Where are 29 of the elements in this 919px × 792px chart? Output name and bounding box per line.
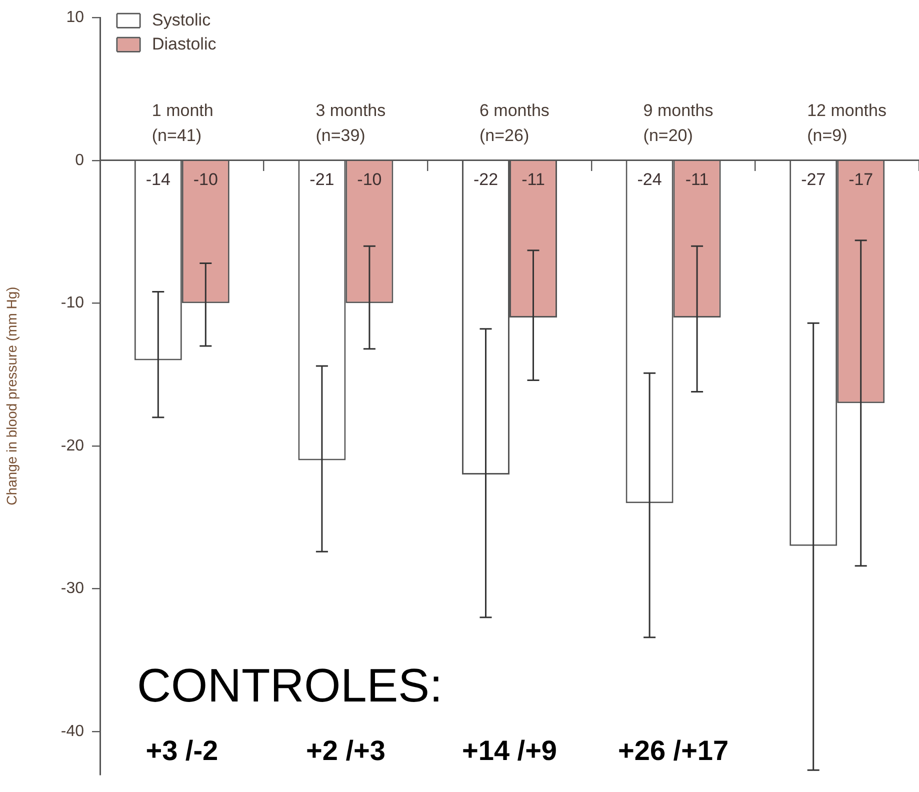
x-tick-label: 12 months (n=9) [807,101,886,146]
data-label: -11 [522,170,545,190]
data-label: -10 [193,170,218,190]
y-tick-label: 10 [66,9,84,26]
annotation: +26 /+17 [618,735,729,766]
data-label: -27 [801,170,826,190]
annotation: +2 /+3 [306,735,386,766]
y-axis-title: Change in blood pressure (mm Hg) [3,286,20,506]
y-tick-label: -40 [60,722,84,740]
legend-label: Diastolic [152,34,217,54]
legend-label: Systolic [152,10,212,30]
data-label: -21 [310,170,334,190]
x-tick-label: 9 months (n=20) [643,101,714,146]
y-tick-label: -20 [60,437,84,454]
data-label: -22 [473,170,498,190]
x-tick-label: 3 months (n=39) [316,101,386,146]
data-label: -10 [357,170,382,190]
annotation: +14 /+9 [462,735,557,766]
data-label: -24 [637,170,662,190]
data-label: -17 [848,170,874,190]
annotation: CONTROLES: [137,658,443,712]
annotation: +3 /-2 [146,735,218,766]
x-tick-label: 1 month (n=41) [152,101,214,146]
x-tick-label: 6 months (n=26) [480,101,550,146]
data-label: -14 [146,170,170,190]
y-tick-label: -10 [60,294,84,312]
y-tick-label: 0 [75,152,84,169]
data-label: -11 [685,170,709,190]
y-tick-label: -30 [60,580,84,598]
